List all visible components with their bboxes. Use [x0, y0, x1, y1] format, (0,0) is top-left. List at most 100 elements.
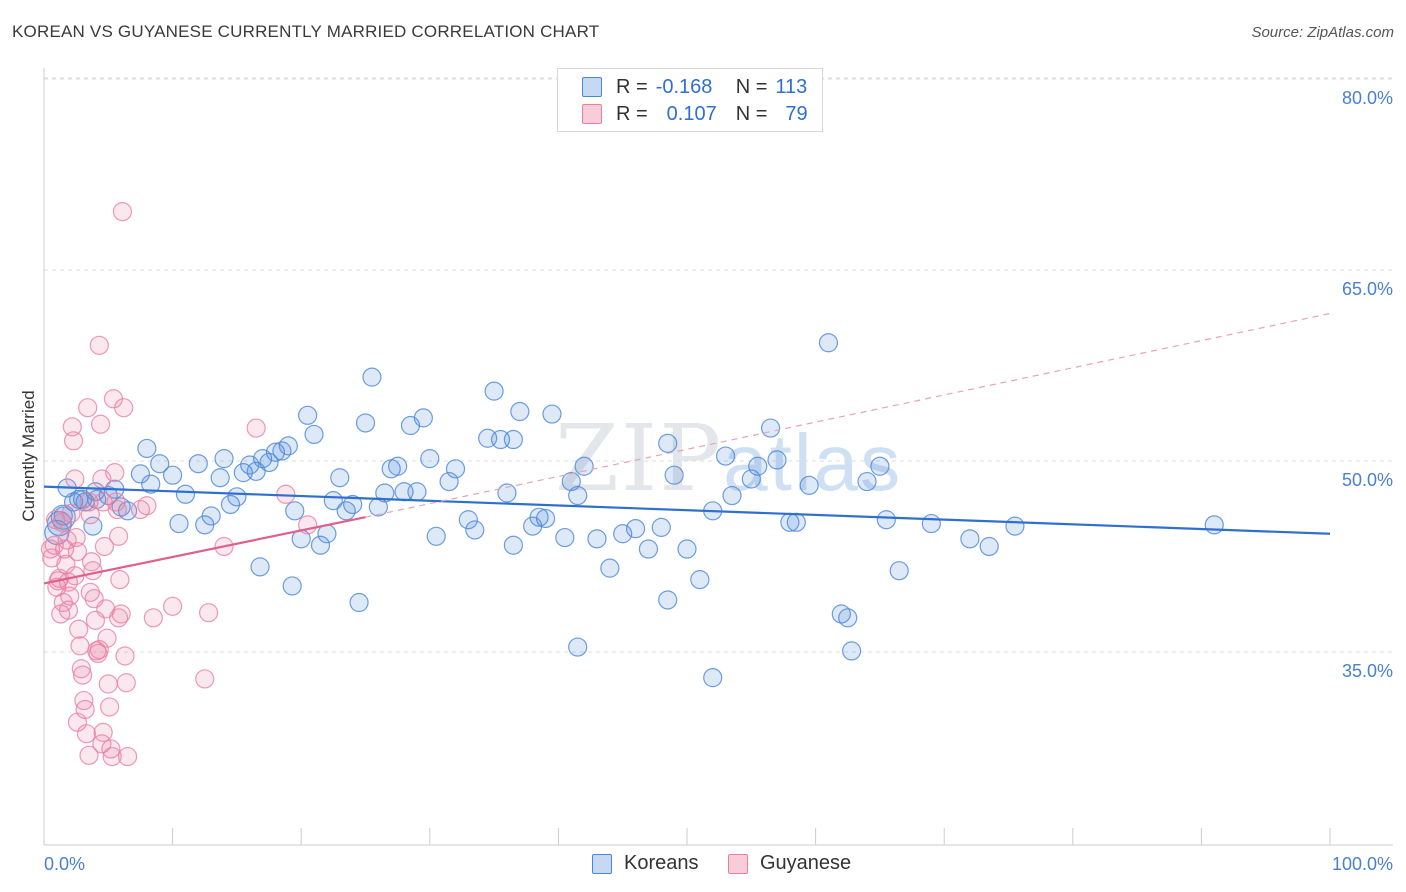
koreans-point	[842, 641, 862, 661]
koreans-point	[568, 485, 588, 506]
koreans-point	[214, 449, 234, 469]
koreans-point	[250, 557, 270, 577]
guyanese-point	[83, 561, 103, 581]
koreans-point	[760, 418, 781, 438]
r-label: R =	[616, 75, 648, 98]
guyanese-point	[97, 628, 117, 648]
koreans-point	[130, 464, 151, 484]
r-value: 0.107	[666, 102, 717, 125]
n-value: 79	[785, 102, 808, 125]
n-label: N =	[735, 102, 768, 125]
correlation-legend: R = -0.168 N = 113 R = 0.107 N = 79	[557, 68, 823, 132]
koreans-point	[960, 529, 980, 549]
r-label: R =	[616, 102, 648, 125]
watermark-zip: ZIP	[555, 405, 724, 512]
chart-title: KOREAN VS GUYANESE CURRENTLY MARRIED COR…	[12, 22, 600, 41]
guyanese-points	[40, 202, 318, 767]
trend-lines	[43, 312, 1331, 585]
guyanese-point	[65, 469, 85, 489]
koreans-point	[690, 569, 710, 590]
guyanese-point	[58, 600, 79, 620]
guyanese-point	[108, 526, 129, 546]
koreans-point	[574, 456, 594, 476]
koreans-point	[304, 424, 324, 445]
guyanese-point	[89, 335, 109, 355]
koreans-point	[677, 539, 697, 559]
guyanese-point	[246, 418, 266, 438]
koreans-point	[786, 512, 806, 532]
guyanese-point	[137, 496, 157, 516]
guyanese-point	[199, 603, 219, 623]
koreans-swatch	[582, 77, 602, 97]
koreans-point	[343, 494, 363, 515]
koreans-point	[979, 536, 999, 557]
legend-row-guyanese: R = 0.107 N = 79	[582, 102, 808, 126]
koreans-point	[625, 519, 646, 539]
guyanese-trend-line	[43, 516, 366, 585]
guyanese-point	[62, 417, 82, 437]
guyanese-swatch	[582, 104, 602, 124]
x-tick-label-max: 100.0%	[1332, 854, 1393, 874]
koreans-point	[838, 608, 858, 628]
koreans-point	[876, 510, 896, 530]
koreans-point	[799, 475, 819, 495]
koreans-point	[870, 456, 890, 476]
guyanese-point	[105, 463, 125, 483]
koreans-point	[310, 535, 331, 555]
guyanese-point	[70, 636, 90, 656]
koreans-point	[568, 637, 588, 657]
koreans-point	[141, 474, 161, 494]
koreans-point	[259, 452, 279, 473]
koreans-point	[510, 401, 530, 422]
n-value: 113	[775, 75, 808, 98]
watermark: ZIPatlas	[555, 405, 902, 512]
koreans-point	[497, 483, 517, 503]
koreans-point	[282, 576, 302, 596]
koreans-point	[426, 526, 446, 546]
koreans-point	[857, 471, 877, 492]
koreans-point	[355, 413, 376, 433]
guyanese-point	[66, 527, 86, 548]
koreans-point	[388, 456, 408, 476]
koreans-point	[150, 454, 170, 474]
axes	[43, 68, 1393, 846]
guyanese-point	[69, 619, 89, 639]
guyanese-point	[102, 746, 122, 767]
koreans-point	[503, 429, 523, 450]
koreans-point	[561, 471, 581, 492]
koreans-point	[1204, 515, 1224, 535]
koreans-point	[83, 516, 103, 536]
koreans-point	[555, 527, 575, 548]
guyanese-legend-label: Guyanese	[760, 852, 852, 874]
watermark-atlas: atlas	[723, 418, 903, 507]
koreans-point	[227, 487, 247, 507]
guyanese-point	[99, 697, 120, 717]
koreans-point	[163, 465, 183, 485]
koreans-point	[298, 405, 318, 425]
guyanese-point	[143, 608, 163, 628]
koreans-trend-line	[43, 485, 1331, 535]
koreans-point	[220, 494, 241, 515]
guyanese-point	[101, 739, 121, 759]
guyanese-point	[195, 669, 215, 689]
guyanese-point	[93, 722, 113, 742]
koreans-point	[413, 408, 433, 428]
koreans-point	[651, 517, 671, 537]
guyanese-point	[72, 665, 93, 685]
koreans-point	[658, 433, 678, 453]
guyanese-point	[106, 492, 126, 512]
koreans-point	[703, 668, 723, 688]
x-ticks	[172, 828, 1331, 845]
guyanese-point	[112, 202, 133, 222]
koreans-point	[503, 535, 523, 555]
chart-source: Source: ZipAtlas.com	[1251, 24, 1394, 41]
y-tick-label-50: 50.0%	[1342, 470, 1393, 490]
y-tick-labels: 35.0% 50.0% 65.0% 80.0%	[1342, 88, 1393, 681]
koreans-point	[715, 446, 736, 466]
koreans-point	[98, 485, 118, 506]
guyanese-point	[71, 659, 91, 679]
koreans-point	[818, 333, 839, 353]
koreans-point	[407, 482, 427, 502]
guyanese-point	[117, 746, 138, 767]
